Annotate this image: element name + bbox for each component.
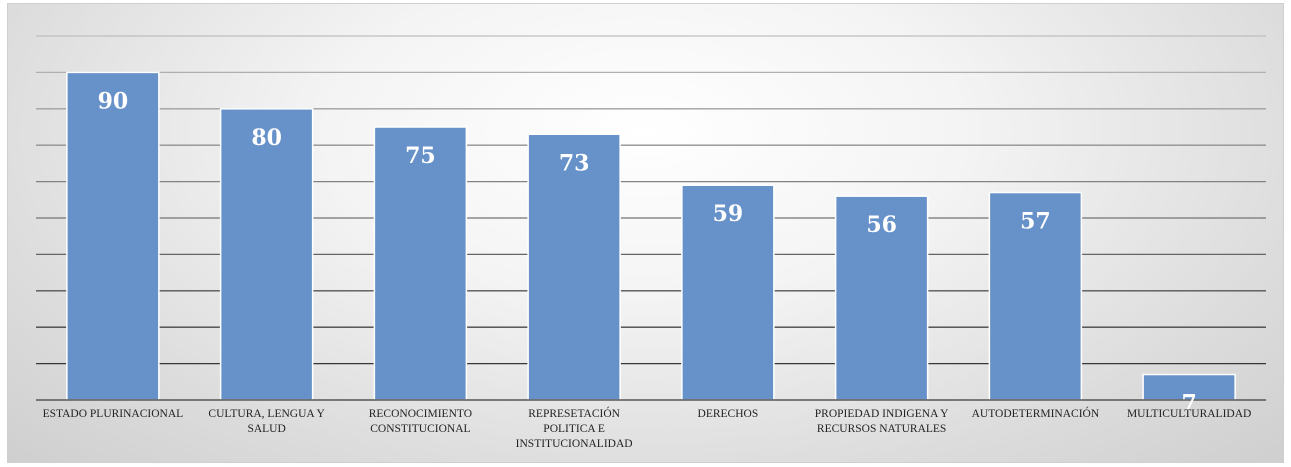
data-label: 57 (1020, 209, 1051, 235)
bar (219, 108, 314, 401)
category-label-line: CULTURA, LENGUA Y (208, 408, 325, 420)
bar (834, 195, 929, 401)
category-label: DERECHOS (698, 408, 759, 420)
category-label-line: RECONOCIMIENTO (369, 408, 472, 420)
category-labels: ESTADO PLURINACIONAL CULTURA, LENGUA Y SAL… (43, 406, 1252, 450)
category-label-line: POLITICA E (543, 423, 605, 435)
data-label: 56 (866, 212, 897, 238)
category-label: AUTODETERMINACIÓN (972, 406, 1100, 420)
category-label-line: PROPIEDAD INDIGENA Y (815, 408, 949, 420)
bar (66, 71, 160, 401)
chart-frame: 90 80 75 73 59 56 57 7 ESTADO PLURINACIONAL CULTU… (7, 3, 1284, 463)
category-label-line: INSTITUCIONALIDAD (516, 438, 633, 450)
bar-chart: 90 80 75 73 59 56 57 7 ESTADO PLURINACIONAL CULTU… (36, 35, 1266, 450)
bar (373, 126, 468, 401)
bar (527, 133, 621, 401)
category-label: MULTICULTURALIDAD (1127, 408, 1251, 420)
category-label-line: DERECHOS (698, 408, 759, 420)
category-label: PROPIEDAD INDIGENA Y RECURSOS NATURALES (815, 408, 949, 435)
category-label: ESTADO PLURINACIONAL (43, 408, 184, 420)
data-label: 73 (559, 150, 590, 176)
category-label-line: CONSTITUCIONAL (370, 423, 470, 435)
data-label: 75 (405, 143, 436, 169)
bar (988, 191, 1083, 401)
data-label: 59 (713, 201, 744, 227)
category-label-line: AUTODETERMINACIÓN (972, 406, 1100, 420)
category-label-line: ESTADO PLURINACIONAL (43, 408, 184, 420)
category-label-line: RECURSOS NATURALES (817, 423, 946, 435)
category-label-line: SALUD (247, 423, 285, 435)
category-label-line: REPRESETACIÓN (528, 406, 620, 420)
category-label-line: MULTICULTURALIDAD (1127, 408, 1251, 420)
data-label: 80 (251, 125, 282, 151)
bars (66, 71, 1236, 401)
category-label: CULTURA, LENGUA Y SALUD (208, 408, 325, 435)
data-labels: 90 80 75 73 59 56 57 7 (98, 88, 1197, 416)
category-label: RECONOCIMIENTO CONSTITUCIONAL (369, 408, 472, 435)
bar (1142, 373, 1236, 401)
data-label: 7 (1181, 391, 1196, 417)
data-label: 90 (98, 88, 129, 114)
category-label: REPRESETACIÓN POLITICA E INSTITUCIONALIDAD (516, 406, 633, 450)
